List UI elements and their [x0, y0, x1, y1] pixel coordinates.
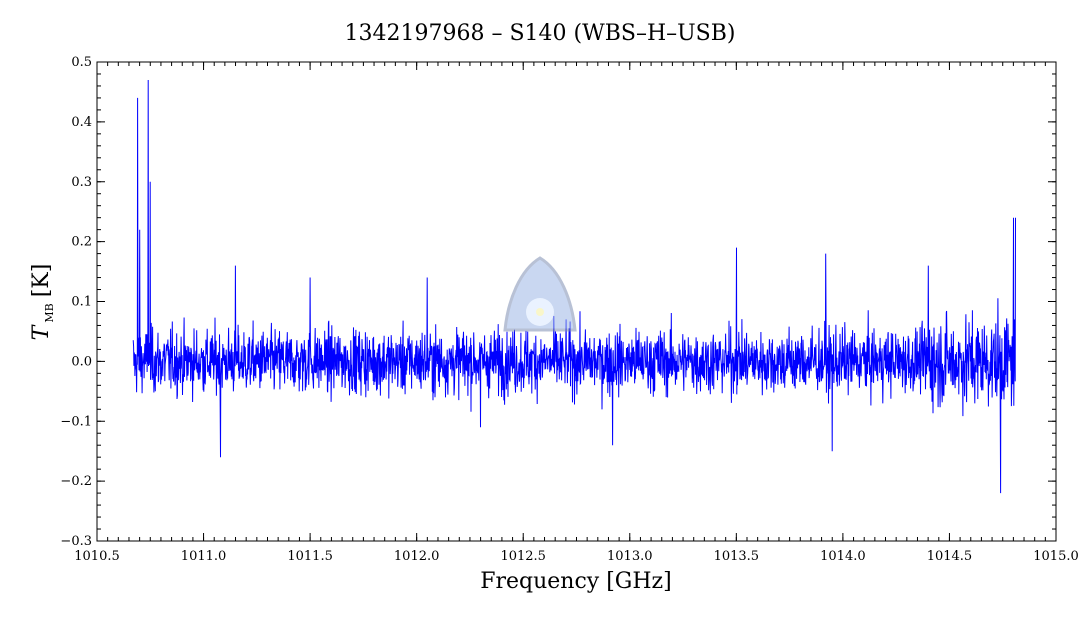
axis-ticks	[96, 61, 1057, 542]
svg-text:TMB[K]: TMB [K]	[29, 264, 56, 341]
y-tick-label: 0.4	[71, 115, 92, 130]
x-tick-label: 1013.5	[714, 549, 760, 564]
y-axis-label-subscript: MB	[43, 303, 56, 322]
x-tick-label: 1014.0	[820, 549, 866, 564]
center-watermark-icon	[503, 256, 577, 332]
y-tick-label: 0.5	[71, 55, 92, 70]
y-tick-label: 0.0	[71, 354, 92, 369]
x-axis-tick-labels: 1010.5 1011.0 1011.5 1012.0 1012.5 1013.0 1013…	[74, 549, 1079, 564]
x-axis-label: Frequency [GHz]	[480, 569, 672, 594]
x-tick-label: 1011.5	[287, 549, 333, 564]
y-tick-label: −0.2	[60, 474, 92, 489]
x-tick-label: 1012.5	[500, 549, 546, 564]
y-axis-label-unit: [K]	[29, 264, 54, 298]
y-tick-label: 0.1	[71, 295, 92, 310]
y-tick-label: 0.3	[71, 175, 92, 190]
y-tick-label: −0.3	[60, 534, 92, 549]
x-tick-label: 1011.0	[181, 549, 227, 564]
y-axis-label-symbol: T	[29, 323, 54, 340]
y-tick-label: −0.1	[60, 414, 92, 429]
y-tick-label: 0.2	[71, 235, 92, 250]
spectrum-series-line	[132, 79, 1016, 494]
x-tick-label: 1014.5	[927, 549, 973, 564]
plot-frame	[96, 61, 1057, 542]
x-tick-label: 1012.0	[394, 549, 440, 564]
x-tick-label: 1015.0	[1033, 549, 1079, 564]
y-axis-label: TMB [K]	[29, 264, 56, 341]
x-tick-label: 1013.0	[607, 549, 653, 564]
y-axis-tick-labels: −0.3 −0.2 −0.1 0.0 0.1 0.2 0.3 0.4 0.5	[60, 55, 92, 549]
chart-title: 1342197968 – S140 (WBS–H–USB)	[345, 21, 736, 46]
x-tick-label: 1010.5	[74, 549, 120, 564]
